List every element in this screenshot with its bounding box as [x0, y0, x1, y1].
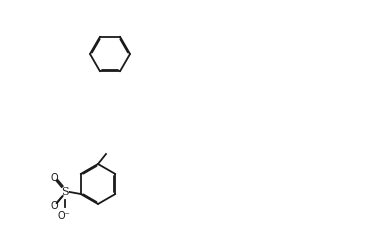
Text: S: S	[61, 187, 69, 197]
Text: O: O	[51, 201, 58, 211]
Text: O: O	[51, 173, 58, 183]
Text: O⁻: O⁻	[57, 211, 70, 221]
